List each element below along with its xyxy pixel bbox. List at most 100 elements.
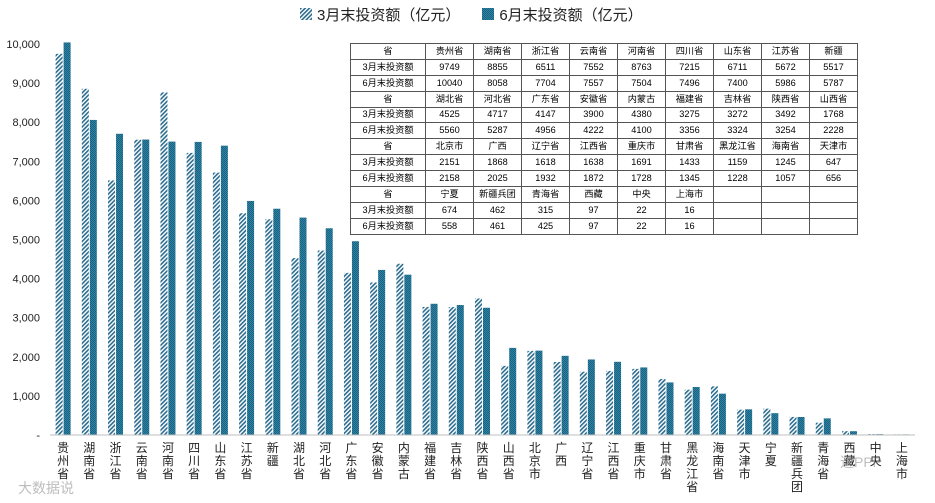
bar-june-26 bbox=[745, 409, 753, 435]
bar-june-12 bbox=[378, 269, 386, 435]
table-cell bbox=[761, 186, 810, 203]
bar-june-28 bbox=[797, 416, 805, 435]
table-cell: 7215 bbox=[665, 58, 714, 76]
table-row: 6月末投资额 5560 5287 4956 4222 4100 3356 3324 3254 22… bbox=[350, 122, 858, 140]
table-cell: 福建省 bbox=[665, 90, 714, 108]
bar-march-20 bbox=[579, 371, 587, 435]
bar-march-6 bbox=[212, 172, 220, 435]
table-cell: 4380 bbox=[617, 106, 666, 124]
table-cell: 7704 bbox=[521, 74, 570, 92]
y-axis: - 1,000 2,000 3,000 4,000 5,000 6,000 7,000 8,00… bbox=[6, 39, 40, 442]
y-tick-label: 1,000 bbox=[12, 391, 40, 403]
x-tick-label: 上海市 bbox=[896, 441, 908, 481]
bar-march-18 bbox=[527, 350, 535, 435]
bar-march-8 bbox=[265, 219, 273, 435]
bar-june-13 bbox=[404, 274, 412, 435]
table-cell: 3275 bbox=[665, 106, 714, 124]
legend: 3月末投资额（亿元） 6月末投资额（亿元） bbox=[300, 4, 665, 24]
bar-march-3 bbox=[134, 139, 142, 435]
bar-march-24 bbox=[684, 389, 692, 435]
table-cell: 6月末投资额 bbox=[350, 74, 426, 92]
x-tick-label: 重庆市 bbox=[634, 441, 646, 481]
x-tick-label: 青海省 bbox=[817, 441, 829, 481]
table-cell: 647 bbox=[809, 154, 858, 172]
table-cell: 贵州省 bbox=[425, 43, 474, 60]
table-cell: 6月末投资额 bbox=[350, 122, 426, 140]
bar-june-3 bbox=[142, 139, 150, 435]
y-tick-label: 8,000 bbox=[12, 117, 40, 129]
x-tick-label: 湖南省 bbox=[83, 440, 95, 481]
table-cell: 河南省 bbox=[617, 43, 666, 60]
legend-item-june: 6月末投资额（亿元） bbox=[482, 4, 643, 25]
table-cell: 北京市 bbox=[425, 138, 474, 156]
table-cell: 1768 bbox=[809, 106, 858, 124]
table-cell: 22 bbox=[617, 201, 666, 219]
table-header-row: 省贵州省 湖南省 浙江省 云南省 河南省 四川省 山东省 江苏省 新疆 bbox=[350, 43, 858, 60]
table-cell: 7557 bbox=[569, 74, 618, 92]
table-cell: 3324 bbox=[713, 122, 762, 140]
table-cell: 9749 bbox=[425, 58, 474, 76]
bar-june-18 bbox=[535, 350, 543, 435]
table-cell: 海南省 bbox=[761, 138, 810, 156]
table-cell: 陕西省 bbox=[761, 90, 810, 108]
bar-june-5 bbox=[194, 141, 202, 435]
bar-june-10 bbox=[325, 228, 333, 435]
bar-june-19 bbox=[561, 355, 569, 435]
table-cell: 97 bbox=[569, 201, 618, 219]
bars bbox=[55, 42, 910, 436]
x-tick-label: 湖北省 bbox=[293, 440, 305, 481]
table-row: 6月末投资额 10040 8058 7704 7557 7504 7496 7400 5986 5… bbox=[350, 74, 858, 92]
x-tick-label: 吉林省 bbox=[450, 441, 462, 481]
bar-june-23 bbox=[666, 382, 674, 435]
y-tick-label: - bbox=[36, 430, 40, 442]
bar-june-6 bbox=[220, 145, 228, 435]
table-cell: 3356 bbox=[665, 122, 714, 140]
x-tick-label: 福建省 bbox=[424, 440, 436, 481]
bar-march-4 bbox=[160, 92, 168, 435]
table-cell: 3254 bbox=[761, 122, 810, 140]
table-cell: 广西 bbox=[473, 138, 522, 156]
table-cell: 省 bbox=[350, 186, 426, 203]
x-tick-label: 云南省 bbox=[136, 441, 148, 481]
table-cell: 1345 bbox=[665, 170, 714, 188]
bar-march-21 bbox=[606, 370, 614, 435]
legend-label-march: 3月末投资额（亿元） bbox=[317, 6, 461, 24]
table-cell: 462 bbox=[473, 201, 522, 219]
bar-march-14 bbox=[422, 306, 430, 435]
table-cell: 江苏省 bbox=[761, 43, 810, 60]
bar-march-26 bbox=[737, 409, 745, 435]
table-cell: 天津市 bbox=[809, 138, 858, 156]
bar-june-27 bbox=[771, 413, 779, 435]
x-tick-label: 西藏 bbox=[843, 441, 855, 468]
table-header-row: 省北京市 广西 辽宁省 江西省 重庆市 甘肃省 黑龙江省 海南省 天津市 bbox=[350, 138, 858, 156]
x-tick-label: 广东省 bbox=[345, 441, 357, 481]
x-tick-label: 陕西省 bbox=[476, 440, 488, 481]
bar-june-4 bbox=[168, 141, 176, 435]
table-cell: 云南省 bbox=[569, 43, 618, 60]
x-tick-label: 贵州省 bbox=[57, 441, 69, 481]
table-cell: 省 bbox=[350, 43, 426, 60]
table-cell: 浙江省 bbox=[521, 43, 570, 60]
table-cell: 辽宁省 bbox=[521, 138, 570, 156]
bar-june-15 bbox=[456, 305, 464, 435]
x-tick-label: 山东省 bbox=[214, 441, 226, 481]
table-cell: 4100 bbox=[617, 122, 666, 140]
x-tick-label: 海南省 bbox=[712, 440, 724, 481]
bar-june-20 bbox=[587, 359, 595, 435]
table-cell bbox=[809, 217, 858, 235]
table-cell: 7552 bbox=[569, 58, 618, 76]
table-cell: 4222 bbox=[569, 122, 618, 140]
bar-june-21 bbox=[614, 361, 622, 435]
watermark-left: 大数据说 bbox=[18, 480, 74, 496]
table-cell: 1728 bbox=[617, 170, 666, 188]
bar-march-17 bbox=[501, 365, 509, 435]
bar-march-7 bbox=[239, 213, 247, 435]
x-tick-label: 黑龙江省 bbox=[686, 441, 698, 494]
table-cell: 8763 bbox=[617, 58, 666, 76]
y-tick-label: 7,000 bbox=[12, 156, 40, 168]
table-cell: 5986 bbox=[761, 74, 810, 92]
table-cell: 1618 bbox=[521, 154, 570, 172]
table-cell: 3月末投资额 bbox=[350, 58, 426, 76]
table-cell: 3月末投资额 bbox=[350, 106, 426, 124]
x-tick-label: 浙江省 bbox=[110, 441, 122, 481]
